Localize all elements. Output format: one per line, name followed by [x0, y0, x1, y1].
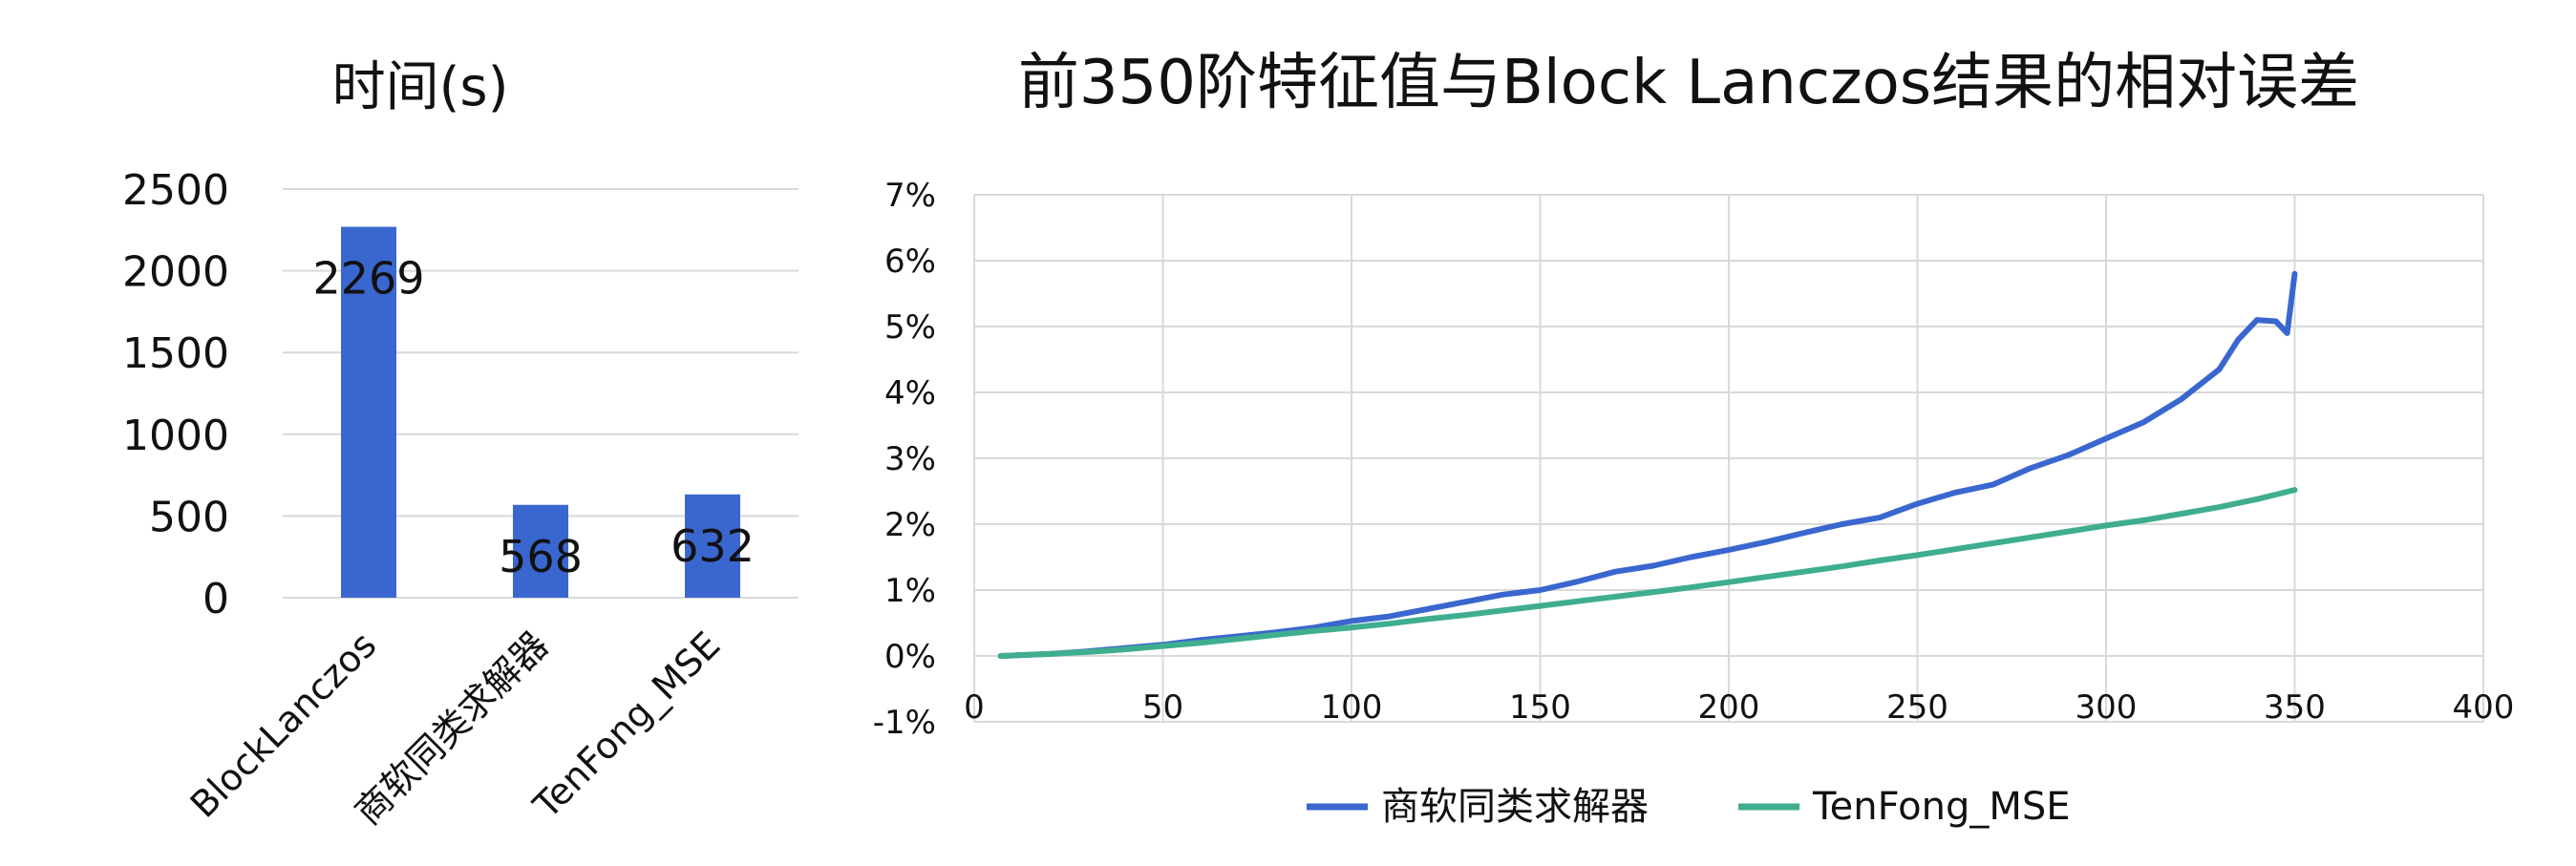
bar-chart-title: 时间(s) — [332, 56, 509, 118]
line-y-tick-label: 7% — [884, 177, 936, 215]
line-y-tick-label: 1% — [884, 572, 936, 610]
bar — [341, 226, 396, 599]
bar-chart-y-ticks: 0 500 1000 1500 2000 2500 — [122, 166, 229, 623]
line-x-tick-label: 100 — [1321, 688, 1383, 727]
bar — [513, 504, 568, 598]
bar — [685, 494, 740, 598]
line-x-tick-label: 200 — [1698, 688, 1760, 727]
line-x-tick-label: 300 — [2076, 688, 2138, 727]
line-chart-relative-error: 前350阶特征值与Block Lanczos结果的相对误差 -1% 0% 1% 2% 3… — [873, 48, 2515, 829]
legend-label: 商软同类求解器 — [1381, 785, 1649, 829]
bar-y-tick-label: 1000 — [122, 412, 229, 460]
line-x-tick-label: 250 — [1886, 688, 1948, 727]
line-y-tick-label: 5% — [884, 308, 936, 347]
line-y-tick-label: 2% — [884, 506, 936, 544]
line-y-tick-label: 4% — [884, 374, 936, 412]
line-chart-gridlines — [973, 194, 2484, 723]
line-chart-series — [997, 270, 2298, 659]
series-line — [997, 487, 2298, 659]
line-chart-y-ticks: -1% 0% 1% 2% 3% 4% 5% 6% 7% — [873, 177, 936, 742]
line-y-tick-label: 0% — [884, 638, 936, 676]
bar-y-tick-label: 1500 — [122, 329, 229, 378]
line-chart-title: 前350阶特征值与Block Lanczos结果的相对误差 — [1018, 48, 2359, 118]
line-y-tick-label: 3% — [884, 440, 936, 478]
line-y-tick-label: -1% — [873, 704, 936, 742]
line-chart-x-ticks: 0 50 100 150 200 250 300 350 400 — [964, 688, 2514, 727]
bar-data-label: 568 — [499, 531, 583, 582]
legend-label: TenFong_MSE — [1812, 785, 2071, 829]
bar-chart-bars — [341, 226, 740, 599]
line-x-tick-label: 150 — [1509, 688, 1571, 727]
line-chart-legend: 商软同类求解器 TenFong_MSE — [1307, 785, 2071, 829]
line-x-tick-label: 50 — [1142, 688, 1183, 727]
line-x-tick-label: 400 — [2453, 688, 2515, 727]
line-y-tick-label: 6% — [884, 243, 936, 281]
bar-y-tick-label: 2500 — [122, 166, 229, 215]
bar-y-tick-label: 0 — [202, 575, 229, 623]
bar-y-tick-label: 500 — [149, 493, 229, 541]
line-x-tick-label: 350 — [2264, 688, 2326, 727]
bar-data-label: 632 — [671, 520, 755, 572]
bar-data-label: 2269 — [312, 253, 424, 305]
series-line — [997, 270, 2298, 659]
bar-chart-runtime: 时间(s) 0 500 1000 1500 2000 2500 2269 568 632 Bl… — [122, 56, 798, 833]
line-x-tick-label: 0 — [964, 688, 985, 727]
bar-chart-data-labels: 2269 568 632 — [312, 253, 754, 582]
bar-y-tick-label: 2000 — [122, 248, 229, 297]
